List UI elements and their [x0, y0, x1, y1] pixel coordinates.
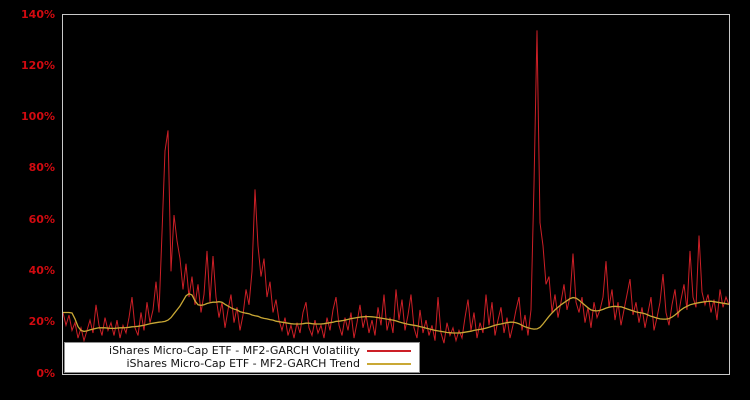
legend-label: iShares Micro-Cap ETF - MF2-GARCH Trend — [126, 357, 360, 370]
chart-series-svg — [63, 30, 729, 344]
y-tick-label: 0% — [36, 366, 55, 380]
y-tick-label: 60% — [28, 212, 55, 226]
y-tick-label: 80% — [28, 161, 55, 175]
y-axis: 0% 20% 40% 60% 80% 100% 120% 140% — [0, 0, 56, 400]
y-tick-label: 140% — [21, 7, 55, 21]
volatility-line — [63, 30, 729, 344]
y-tick-label: 120% — [21, 58, 55, 72]
legend: iShares Micro-Cap ETF - MF2-GARCH Volati… — [64, 342, 420, 373]
legend-entry: iShares Micro-Cap ETF - MF2-GARCH Trend — [65, 357, 415, 370]
y-tick-label: 40% — [28, 263, 55, 277]
legend-entry: iShares Micro-Cap ETF - MF2-GARCH Volati… — [65, 344, 415, 357]
trend-line — [63, 292, 729, 334]
plot-area: iShares Micro-Cap ETF - MF2-GARCH Volati… — [62, 14, 730, 375]
legend-label: iShares Micro-Cap ETF - MF2-GARCH Volati… — [109, 344, 360, 357]
y-tick-label: 100% — [21, 110, 55, 124]
y-tick-label: 20% — [28, 315, 55, 329]
legend-line-swatch — [367, 362, 411, 365]
legend-line-swatch — [367, 349, 411, 352]
